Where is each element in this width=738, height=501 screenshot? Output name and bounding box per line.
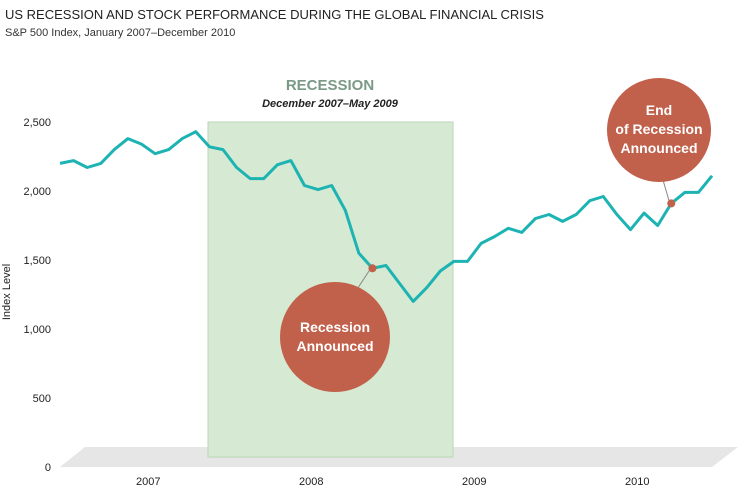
- chart-subtitle: S&P 500 Index, January 2007–December 201…: [5, 27, 235, 39]
- x-tick-label: 2007: [136, 476, 160, 488]
- annotation-text: Announced: [297, 338, 374, 354]
- x-tick-label: 2008: [299, 476, 323, 488]
- event-dot: [667, 199, 676, 208]
- y-axis-label: Index Level: [1, 264, 13, 320]
- annotation-text: End: [646, 102, 672, 118]
- y-tick-label: 2,500: [23, 117, 51, 129]
- y-tick-label: 500: [33, 393, 51, 405]
- y-tick-label: 2,000: [23, 186, 51, 198]
- leader: [662, 179, 671, 205]
- annotation-text: of Recession: [615, 121, 702, 137]
- annotation-text: Recession: [300, 319, 370, 335]
- y-tick-label: 1,500: [23, 255, 51, 267]
- line: [59, 130, 714, 303]
- annotation-text: Announced: [621, 140, 698, 156]
- recession-label: RECESSION: [286, 77, 374, 94]
- recession-period: December 2007–May 2009: [262, 98, 399, 110]
- annotation-bubble: [280, 282, 390, 392]
- chart-title: US RECESSION AND STOCK PERFORMANCE DURIN…: [5, 7, 544, 22]
- x-tick-label: 2010: [625, 476, 649, 488]
- plot: 0 500 1,000 1,500 2,000 2,500 2007 2008 2009 2010: [23, 117, 714, 488]
- y-tick-label: 0: [45, 462, 51, 474]
- annotation-bubble: [607, 78, 711, 182]
- x-tick-label: 2009: [462, 476, 486, 488]
- event-dot: [368, 264, 377, 273]
- y-tick-label: 1,000: [23, 324, 51, 336]
